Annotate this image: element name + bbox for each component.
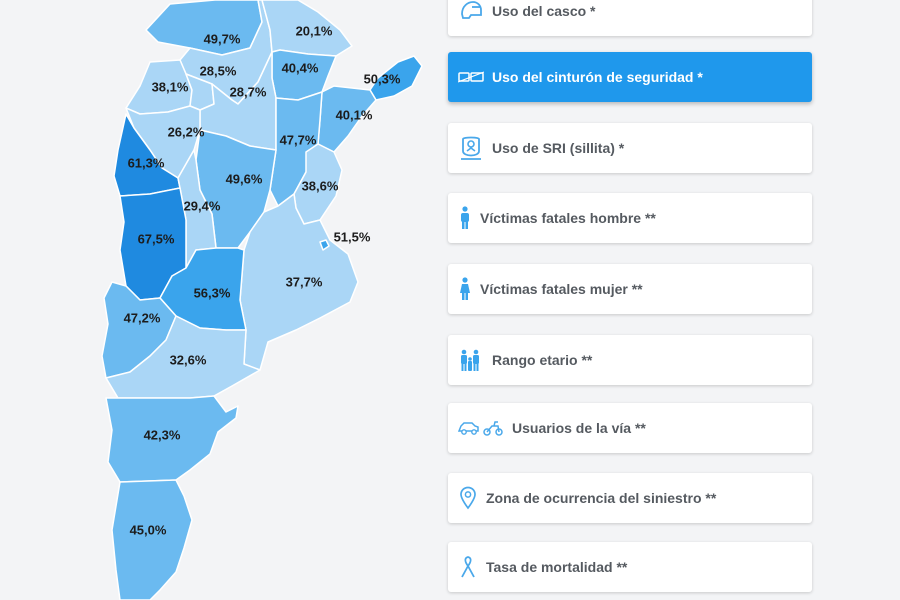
label-san-juan: 61,3% <box>128 155 165 170</box>
label-santa-cruz: 45,0% <box>130 522 167 537</box>
label-jujuy: 49,7% <box>204 31 241 46</box>
menu-item-label: Uso de SRI (sillita) * <box>492 140 625 156</box>
menu-item-label: Tasa de mortalidad ** <box>486 559 628 575</box>
ribbon-icon <box>458 554 478 580</box>
label-caba: 51,5% <box>334 229 371 244</box>
woman-icon <box>458 276 472 302</box>
label-corrientes: 40,1% <box>336 107 373 122</box>
province-jujuy[interactable] <box>145 0 263 56</box>
menu-item-rango-etario[interactable]: Rango etario ** <box>448 335 812 385</box>
label-rio-negro: 32,6% <box>170 352 207 367</box>
menu-item-label: Zona de ocurrencia del siniestro ** <box>486 490 717 506</box>
argentina-map: 49,7% 20,1% 28,5% 40,4% 50,3% 38,1% 28,7… <box>101 0 423 600</box>
location-pin-icon <box>458 485 478 511</box>
menu-item-victimas-mujer[interactable]: Víctimas fatales mujer ** <box>448 264 812 314</box>
child-seat-icon <box>458 135 484 161</box>
menu-item-label: Uso del cinturón de seguridad * <box>492 69 703 85</box>
menu-item-label: Víctimas fatales mujer ** <box>480 281 643 297</box>
label-chaco: 40,4% <box>282 60 319 75</box>
label-cordoba: 49,6% <box>226 171 263 186</box>
menu-item-label: Uso del casco * <box>492 3 596 19</box>
label-misiones: 50,3% <box>364 71 401 86</box>
province-santa-cruz[interactable] <box>111 479 193 600</box>
menu-item-victimas-hombre[interactable]: Víctimas fatales hombre ** <box>448 193 812 243</box>
menu-item-usuarios-via[interactable]: Usuarios de la vía ** <box>448 403 812 453</box>
menu-item-label: Usuarios de la vía ** <box>512 420 646 436</box>
menu-item-zona-ocurrencia[interactable]: Zona de ocurrencia del siniestro ** <box>448 473 812 523</box>
label-san-luis: 29,4% <box>184 198 221 213</box>
label-salta: 28,5% <box>200 63 237 78</box>
label-santiago-del-estero: 28,7% <box>230 84 267 99</box>
menu-item-label: Víctimas fatales hombre ** <box>480 210 656 226</box>
menu-item-tasa-mortalidad[interactable]: Tasa de mortalidad ** <box>448 542 812 592</box>
menu-item-cinturon[interactable]: Uso del cinturón de seguridad * <box>448 52 812 102</box>
label-santa-fe: 47,7% <box>280 132 317 147</box>
province-chubut[interactable] <box>105 395 239 483</box>
man-icon <box>458 205 472 231</box>
seatbelt-icon <box>458 64 484 90</box>
family-icon <box>458 347 484 373</box>
menu-item-casco[interactable]: Uso del casco * <box>448 0 812 36</box>
label-mendoza: 67,5% <box>138 231 175 246</box>
label-buenos-aires: 37,7% <box>286 274 323 289</box>
menu-item-label: Rango etario ** <box>492 352 593 368</box>
label-neuquen: 47,2% <box>124 310 161 325</box>
label-catamarca: 38,1% <box>152 79 189 94</box>
label-la-pampa: 56,3% <box>194 285 231 300</box>
indicator-menu: Uso del casco * Uso del cinturón de segu… <box>448 0 812 600</box>
label-entre-rios: 38,6% <box>302 178 339 193</box>
car-moto-icon <box>458 415 504 441</box>
menu-item-sri[interactable]: Uso de SRI (sillita) * <box>448 123 812 173</box>
province-caba[interactable] <box>319 239 330 251</box>
label-la-rioja: 26,2% <box>168 124 205 139</box>
helmet-icon <box>458 0 484 24</box>
label-chubut: 42,3% <box>144 427 181 442</box>
label-formosa: 20,1% <box>296 23 333 38</box>
